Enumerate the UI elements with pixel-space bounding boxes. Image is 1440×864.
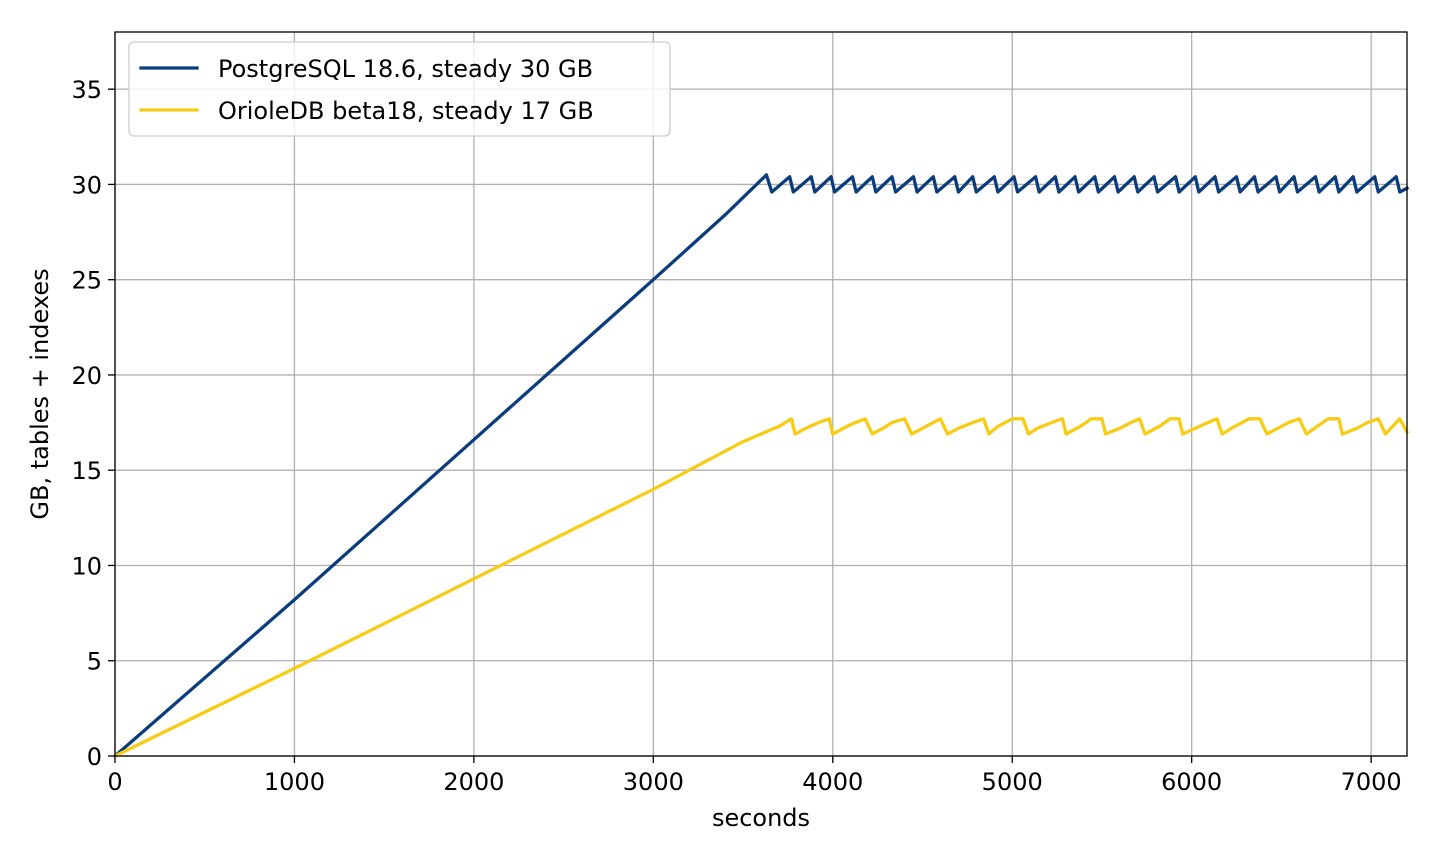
x-tick-label: 4000: [802, 768, 863, 796]
x-tick-label: 7000: [1341, 768, 1402, 796]
plot-frame: [114, 31, 1408, 757]
x-tick-label: 0: [107, 768, 122, 796]
x-tick-label: 6000: [1161, 768, 1222, 796]
y-tick-label: 10: [71, 552, 102, 580]
legend-entry-postgresql: PostgreSQL 18.6, steady 30 GB: [218, 55, 593, 83]
x-tick-label: 3000: [623, 768, 684, 796]
y-axis-label: GB, tables + indexes: [26, 268, 54, 519]
y-tick-label: 0: [87, 743, 102, 771]
grid: [114, 32, 1407, 757]
series-line-1: [112, 417, 1410, 759]
y-tick-label: 30: [71, 171, 102, 199]
y-axis-ticks: 0 5 10 15 20 25 30 35: [71, 76, 115, 771]
legend-entry-orioledb: OrioleDB beta18, steady 17 GB: [218, 97, 594, 125]
x-axis-ticks: 0 1000 2000 3000 4000 5000 6000 7000: [107, 756, 1402, 796]
series-line-0: [112, 173, 1410, 759]
y-tick-label: 25: [71, 267, 102, 295]
x-axis-label: seconds: [712, 804, 810, 832]
series-lines: [112, 173, 1410, 759]
y-tick-label: 15: [71, 457, 102, 485]
x-tick-label: 2000: [443, 768, 504, 796]
x-tick-label: 1000: [264, 768, 325, 796]
y-tick-label: 35: [71, 76, 102, 104]
x-tick-label: 5000: [982, 768, 1043, 796]
y-tick-label: 5: [87, 648, 102, 676]
legend: PostgreSQL 18.6, steady 30 GB OrioleDB b…: [128, 41, 671, 137]
y-tick-label: 20: [71, 362, 102, 390]
legend-box: [128, 41, 671, 137]
